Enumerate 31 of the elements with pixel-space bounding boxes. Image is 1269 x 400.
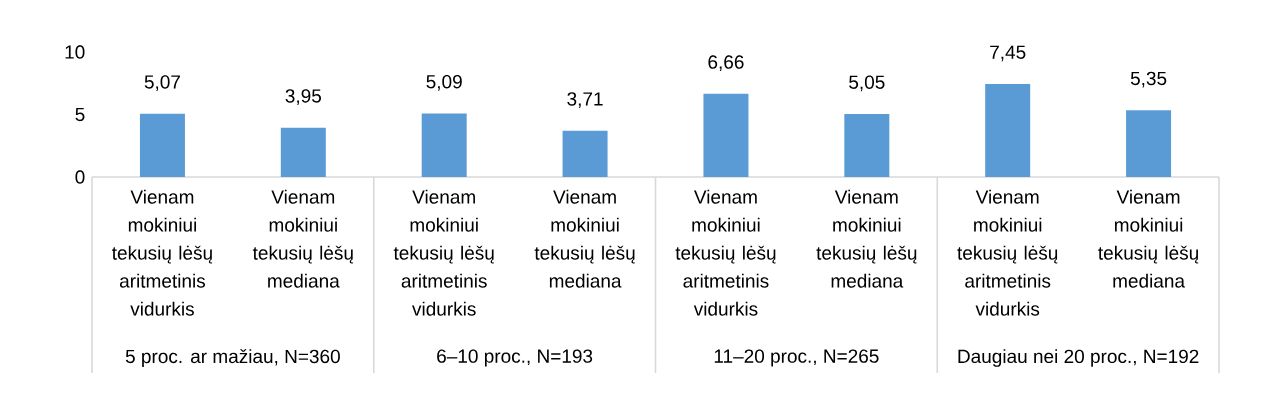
- y-tick-label: 5: [75, 107, 85, 122]
- data-label: 5,05: [849, 75, 885, 92]
- text: 6–10 proc., N=193: [437, 349, 593, 367]
- text: 11–20 proc., N=265: [714, 349, 879, 367]
- data-label: 5,09: [426, 74, 462, 91]
- bar: [421, 113, 467, 178]
- x-tick-label: Vienam mokiniui tekusių lėšų aritmetinis vidurkis: [393, 189, 494, 316]
- x-tick-label: Vienam mokiniui tekusių lėšų mediana: [816, 189, 917, 288]
- bar: [1126, 110, 1172, 178]
- bar: [985, 83, 1031, 178]
- x-tick-label: Vienam mokiniui tekusių lėšų mediana: [252, 189, 353, 288]
- data-label: 3,95: [285, 89, 322, 105]
- x-tick-label: Vienam mokiniui tekusių lėšų aritmetinis vidurkis: [957, 189, 1058, 316]
- data-label: 7,45: [990, 45, 1026, 62]
- x-tick-label: Vienam mokiniui tekusių lėšų aritmetinis vidurkis: [112, 189, 213, 316]
- x-tick-label: Vienam mokiniui tekusių lėšų aritmetinis vidurkis: [675, 189, 776, 316]
- bar: [844, 113, 890, 178]
- text: 5 proc. ar mažiau, N=360: [125, 349, 340, 367]
- bar: [703, 93, 749, 178]
- bar: [562, 130, 608, 178]
- data-label: 5,07: [144, 75, 180, 91]
- data-label: 5,35: [1130, 71, 1167, 88]
- text: Daugiau nei 20 proc., N=192: [958, 349, 1199, 367]
- x-tick-label: Vienam mokiniui tekusių lėšų mediana: [1098, 189, 1199, 288]
- bar: [280, 127, 326, 178]
- data-label: 3,71: [567, 92, 603, 108]
- bar: [139, 113, 185, 178]
- x-tick-label: Vienam mokiniui tekusių lėšų mediana: [534, 189, 635, 288]
- data-label: 6,66: [708, 55, 744, 72]
- y-tick-label: 10: [65, 45, 85, 59]
- y-tick-label: 0: [75, 170, 85, 184]
